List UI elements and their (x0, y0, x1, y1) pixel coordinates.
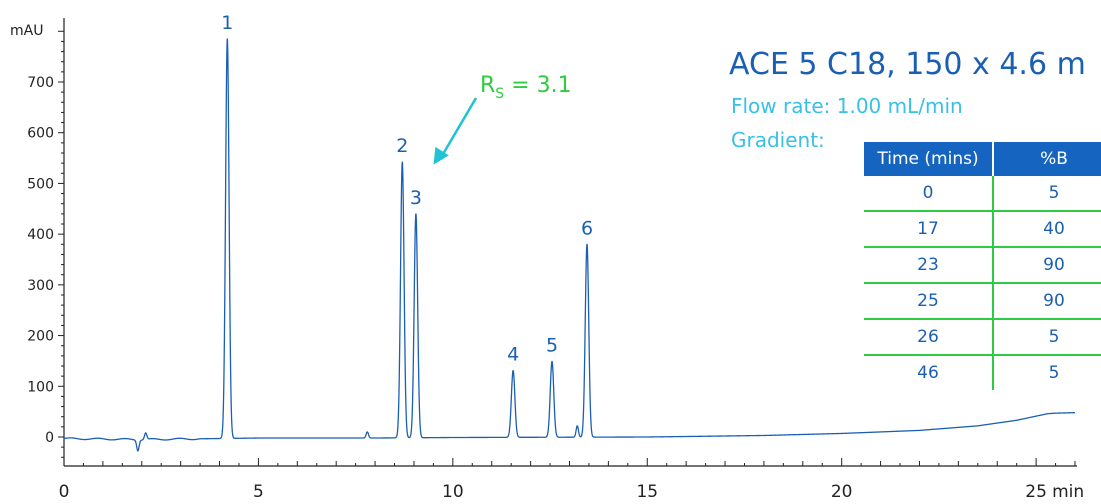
resolution-annotation: RS = 3.1 (433, 73, 572, 165)
y-tick-label: 0 (45, 430, 54, 446)
percent-b-cell: 5 (993, 176, 1101, 212)
peak-labels: 1 2 3 4 5 6 (221, 12, 593, 366)
gradient-table: Time (mins) %B 0 5 17 40 23 90 25 90 26 (864, 142, 1101, 390)
percent-b-cell: 5 (1048, 363, 1060, 383)
resolution-label: RS = 3.1 (480, 73, 572, 102)
percent-b-cell: 90 (993, 247, 1101, 284)
time-cell: 26 (864, 319, 994, 356)
y-axis-label: mAU (10, 23, 43, 39)
time-cell: 25 (864, 283, 994, 320)
table-row: 46 5 (864, 355, 1101, 390)
x-tick-label: 10 (442, 482, 464, 502)
resolution-symbol: R (480, 73, 495, 98)
column-title: ACE 5 C18, 150 x 4.6 m (729, 47, 1086, 82)
percent-b-cell: 5 (993, 319, 1101, 356)
x-tick-label: 5 (253, 482, 264, 502)
y-tick-label: 500 (27, 176, 54, 192)
time-cell: 0 (864, 176, 994, 212)
header-percent-b: %B (993, 142, 1101, 176)
y-tick-label: 300 (27, 278, 54, 294)
peak-label: 5 (546, 334, 558, 356)
table-row: 26 5 (864, 319, 1101, 356)
arrow-shaft (440, 97, 478, 158)
y-tick-label: 700 (27, 75, 54, 91)
flow-rate-text: Flow rate: 1.00 mL/min (731, 94, 963, 118)
header-time: Time (mins) (864, 142, 994, 176)
percent-b-cell: 90 (993, 283, 1101, 320)
x-tick-label: 25 (1025, 482, 1047, 502)
x-axis-label: min (1052, 482, 1084, 502)
resolution-value: = 3.1 (504, 73, 571, 98)
table-row: 17 40 (864, 211, 1101, 248)
arrow-head-icon (433, 146, 449, 165)
time-cell: 46 (864, 355, 994, 390)
peak-label: 6 (581, 217, 593, 239)
resolution-subscript: S (495, 86, 504, 102)
table-row: 0 5 (864, 176, 1101, 212)
percent-b-cell: 40 (993, 211, 1101, 248)
y-tick-label: 200 (27, 329, 54, 345)
table-row: 23 90 (864, 247, 1101, 284)
peak-label: 2 (396, 135, 408, 157)
time-cell: 17 (864, 211, 994, 248)
gradient-table-header: Time (mins) %B (864, 142, 1101, 176)
x-tick-label: 20 (831, 482, 853, 502)
peak-label: 4 (507, 344, 519, 366)
peak-label: 3 (410, 187, 422, 209)
time-cell: 23 (864, 247, 994, 284)
trace-layer (63, 38, 1076, 452)
y-tick-label: 600 (27, 126, 54, 142)
table-row: 25 90 (864, 283, 1101, 320)
x-tick-label: 15 (636, 482, 658, 502)
y-tick-label: 400 (27, 227, 54, 243)
peak-label: 1 (221, 12, 233, 34)
y-tick-label: 100 (27, 379, 54, 395)
x-tick-label: 0 (59, 482, 70, 502)
series-line (63, 38, 1076, 452)
gradient-label: Gradient: (731, 128, 825, 152)
